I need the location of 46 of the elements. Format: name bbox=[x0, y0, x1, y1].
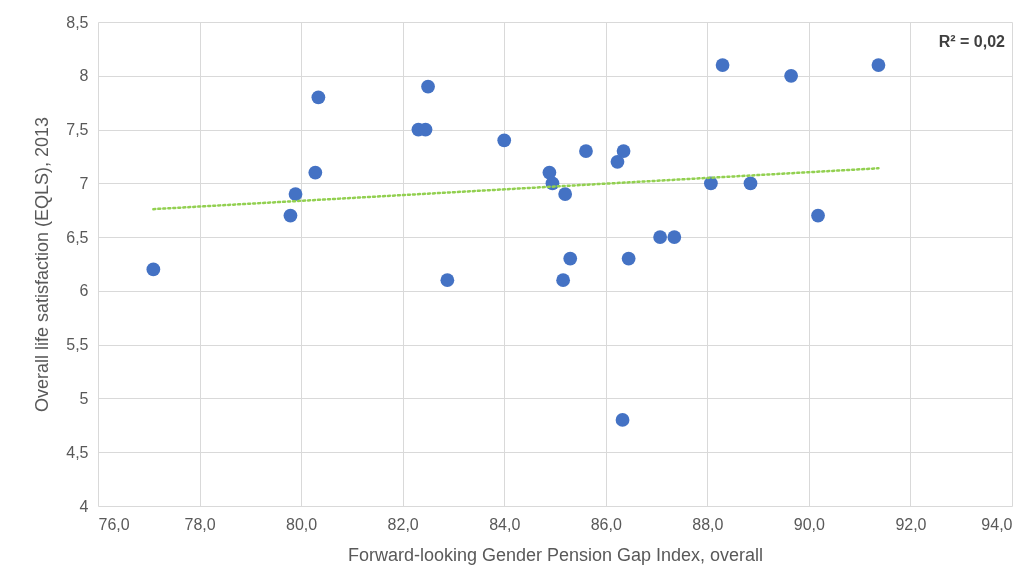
point bbox=[497, 133, 512, 148]
y-tick-label: 4,5 bbox=[66, 443, 89, 461]
y-tick-label: 6 bbox=[79, 282, 89, 300]
point bbox=[288, 187, 303, 201]
y-tick-label: 6,5 bbox=[66, 228, 89, 246]
point bbox=[308, 165, 323, 180]
x-tick-label: 76,0 bbox=[98, 515, 130, 533]
y-tick-label: 7,5 bbox=[66, 121, 89, 139]
y-tick-label: 7 bbox=[79, 174, 89, 192]
x-tick-label: 88,0 bbox=[692, 515, 724, 533]
point bbox=[871, 58, 886, 72]
x-axis-title: Forward-looking Gender Pension Gap Index, overall bbox=[347, 544, 764, 565]
x-tick-label: 86,0 bbox=[590, 515, 622, 533]
point bbox=[579, 144, 593, 158]
point bbox=[653, 230, 667, 244]
point bbox=[556, 273, 571, 288]
point bbox=[784, 68, 799, 83]
x-tick-label: 92,0 bbox=[895, 515, 927, 533]
x-tick-label: 84,0 bbox=[489, 515, 521, 533]
y-tick-label: 8,5 bbox=[66, 13, 89, 31]
annotation: R² = 0,02 bbox=[938, 33, 1006, 50]
point bbox=[558, 187, 573, 201]
y-tick-label: 8 bbox=[79, 67, 89, 85]
x-tick-label: 94,0 bbox=[981, 515, 1013, 533]
x-tick-label: 82,0 bbox=[387, 515, 419, 533]
point bbox=[610, 154, 625, 169]
point bbox=[743, 176, 758, 191]
y-tick-label: 5,5 bbox=[66, 336, 89, 354]
x-tick-label: 78,0 bbox=[184, 515, 216, 533]
y-axis-title: Overall life satisfaction (EQLS), 2013 bbox=[32, 116, 53, 413]
point bbox=[621, 251, 636, 266]
point bbox=[421, 79, 435, 94]
point bbox=[616, 144, 631, 158]
y-tick-label: 4 bbox=[79, 497, 89, 515]
point bbox=[311, 90, 326, 105]
x-tick-label: 90,0 bbox=[793, 515, 826, 533]
point bbox=[811, 208, 825, 223]
point bbox=[440, 273, 455, 288]
point bbox=[283, 208, 298, 223]
point bbox=[667, 230, 682, 244]
point bbox=[146, 262, 161, 277]
x-tick-label: 80,0 bbox=[286, 515, 318, 533]
y-tick-label: 5 bbox=[79, 389, 89, 407]
point bbox=[563, 251, 578, 266]
point bbox=[715, 58, 730, 72]
point bbox=[615, 413, 630, 427]
